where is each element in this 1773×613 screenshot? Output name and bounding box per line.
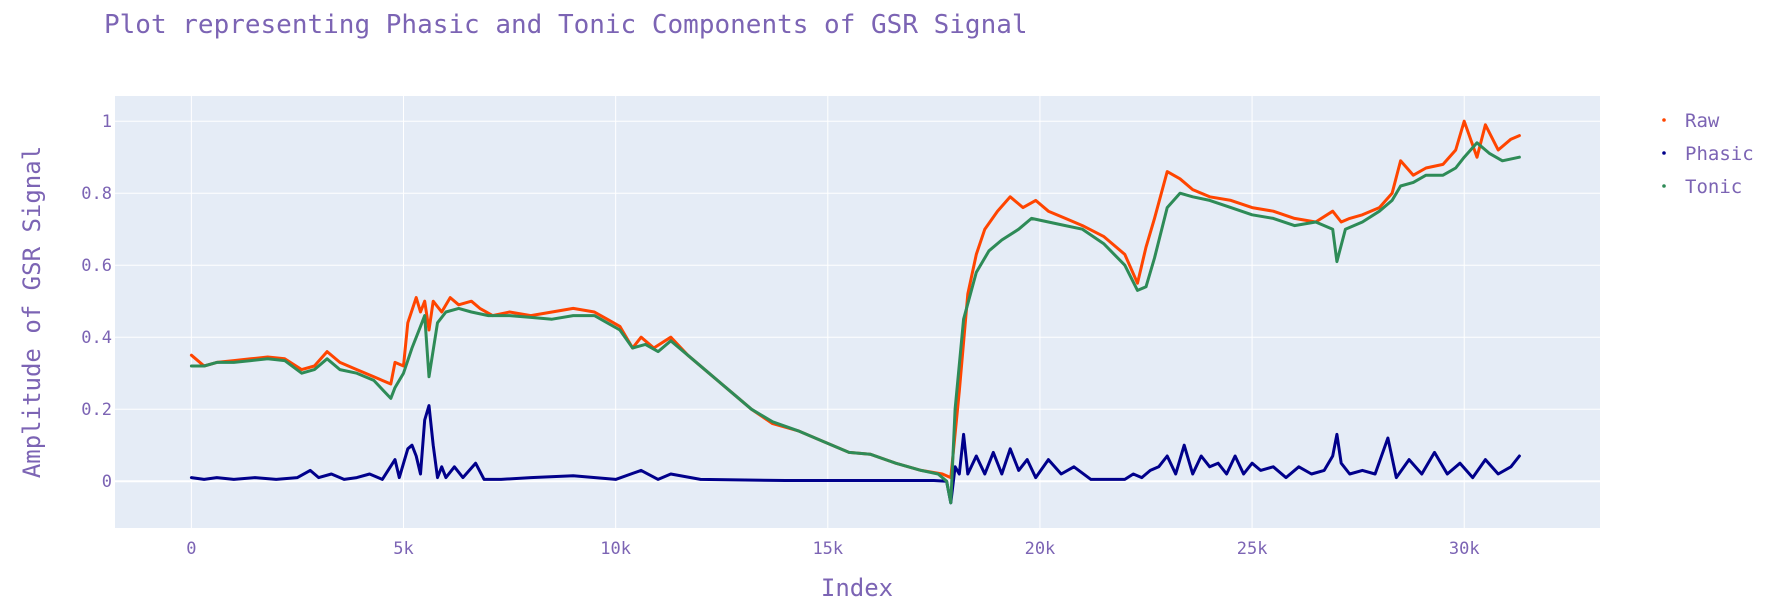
x-tick-label: 15k <box>812 539 843 559</box>
legend-marker <box>1662 151 1666 155</box>
legend-marker <box>1662 184 1666 188</box>
x-tick-label: 5k <box>393 539 413 559</box>
y-grid <box>115 120 1600 483</box>
x-tick-label: 0 <box>186 539 196 559</box>
legend-marker <box>1662 118 1666 122</box>
x-grid <box>190 96 1465 528</box>
x-tick-label: 30k <box>1449 539 1480 559</box>
legend[interactable]: Raw Phasic Tonic <box>1662 110 1754 198</box>
y-tick-label: 0.4 <box>81 328 112 348</box>
legend-label: Phasic <box>1685 143 1754 165</box>
y-axis-title: Amplitude of GSR Signal <box>18 146 46 478</box>
x-axis-title: Index <box>821 574 893 602</box>
legend-label: Tonic <box>1685 176 1742 198</box>
series-line-tonic <box>189 141 1521 505</box>
x-tick-label: 25k <box>1237 539 1268 559</box>
x-tick-label: 20k <box>1025 539 1056 559</box>
legend-item-phasic[interactable]: Phasic <box>1662 143 1754 165</box>
plot-area <box>115 96 1600 528</box>
legend-item-tonic[interactable]: Tonic <box>1662 176 1742 198</box>
legend-item-raw[interactable]: Raw <box>1662 110 1720 132</box>
series-layer <box>189 119 1521 505</box>
y-tick-label: 0.6 <box>81 256 112 276</box>
y-tick-label: 0 <box>102 472 112 492</box>
legend-label: Raw <box>1685 110 1720 132</box>
x-tick-labels: 0 5k 10k 15k 20k 25k 30k <box>186 539 1479 559</box>
y-tick-label: 0.8 <box>81 184 112 204</box>
y-tick-label: 1 <box>102 112 112 132</box>
x-tick-label: 10k <box>600 539 631 559</box>
chart-title: Plot representing Phasic and Tonic Compo… <box>104 10 1028 40</box>
series-line-phasic <box>189 404 1521 505</box>
y-tick-labels: 0 0.2 0.4 0.6 0.8 1 <box>81 112 112 492</box>
y-tick-label: 0.2 <box>81 400 112 420</box>
